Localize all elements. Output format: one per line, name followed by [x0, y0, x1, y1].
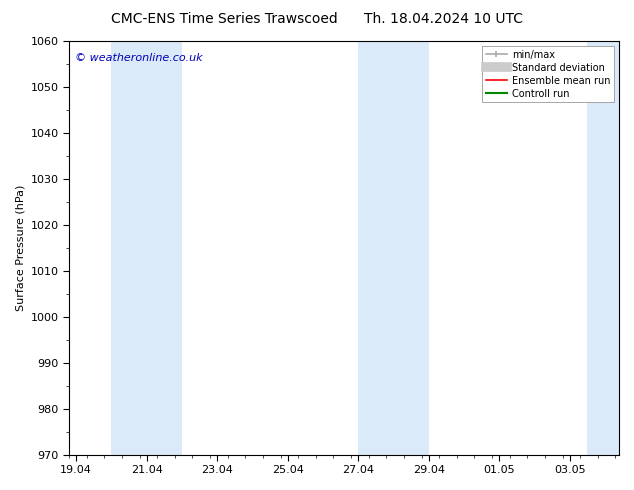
Bar	[112, 41, 182, 455]
Bar	[587, 41, 619, 455]
Legend: min/max, Standard deviation, Ensemble mean run, Controll run: min/max, Standard deviation, Ensemble me…	[482, 46, 614, 102]
Bar	[358, 41, 429, 455]
Text: CMC-ENS Time Series Trawscoed      Th. 18.04.2024 10 UTC: CMC-ENS Time Series Trawscoed Th. 18.04.…	[111, 12, 523, 26]
Text: © weatheronline.co.uk: © weatheronline.co.uk	[75, 53, 202, 64]
Y-axis label: Surface Pressure (hPa): Surface Pressure (hPa)	[15, 185, 25, 311]
